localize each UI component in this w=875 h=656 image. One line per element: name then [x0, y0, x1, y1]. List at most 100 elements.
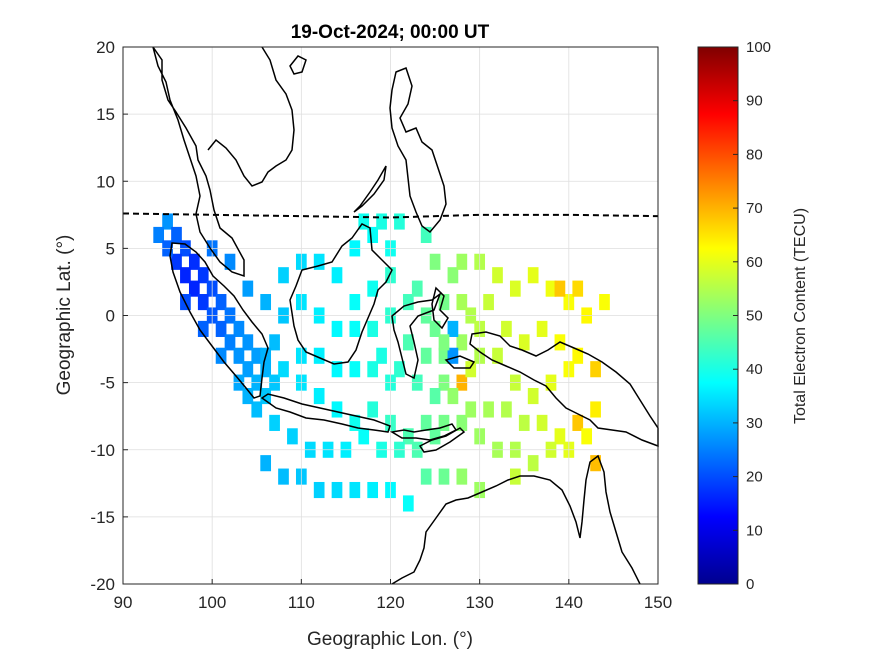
tec-cell	[313, 481, 325, 499]
tec-cell	[527, 267, 539, 284]
colorbar-tick-label: 60	[746, 254, 763, 271]
coastline-java	[260, 393, 391, 433]
tec-cell	[483, 294, 494, 311]
tec-cell	[215, 320, 227, 337]
tec-cell	[313, 253, 325, 270]
coastline-islet	[289, 55, 307, 75]
tec-cell	[420, 468, 432, 485]
y-tick-label: 5	[106, 239, 115, 258]
tec-cell	[501, 320, 512, 337]
tec-cell	[197, 320, 209, 337]
colorbar-tick-label: 10	[746, 522, 763, 539]
coastline-seram	[444, 355, 476, 369]
tec-cell	[278, 361, 289, 378]
tec-cell	[188, 280, 200, 297]
tec-cell	[518, 334, 530, 351]
x-tick-label: 110	[288, 593, 315, 612]
coastline-philippines	[389, 67, 447, 234]
coastline-sulawesi	[391, 291, 442, 380]
tec-cell	[233, 320, 245, 337]
tec-cell	[411, 280, 423, 297]
tec-cell	[572, 347, 584, 364]
colorbar-label: Total Electron Content (TECU)	[792, 208, 809, 424]
colorbar-tick-label: 0	[746, 576, 754, 593]
tec-cell	[527, 387, 539, 405]
coastline-borneo	[289, 223, 393, 365]
tec-cell	[518, 414, 530, 431]
tec-cell	[536, 414, 548, 431]
tec-cell	[171, 226, 182, 244]
tec-cell	[554, 280, 566, 297]
tec-cell	[349, 320, 361, 337]
tec-cell	[215, 347, 227, 364]
tec-cell	[313, 347, 325, 364]
tec-cell	[260, 294, 272, 311]
y-tick-labels: 20 15 10 5 0 -5 -10 -15 -20	[90, 38, 128, 594]
tec-cell	[438, 347, 450, 364]
tec-cell	[269, 414, 280, 431]
colorbar-tick-label: 40	[746, 361, 763, 378]
tec-cell	[456, 294, 468, 311]
tec-cell	[581, 428, 593, 445]
tec-cell	[331, 361, 343, 378]
colorbar-tick-label: 80	[746, 146, 763, 163]
tec-cell	[242, 361, 254, 378]
tec-cell	[313, 387, 325, 405]
tec-cell	[331, 481, 343, 499]
tec-cell	[429, 253, 441, 270]
tec-cell	[349, 414, 361, 431]
tec-cell	[456, 414, 468, 431]
coastline-australia	[391, 454, 641, 585]
y-tick-label: 10	[96, 172, 115, 191]
tec-cell	[465, 361, 477, 378]
tec-cell	[367, 226, 379, 244]
y-tick-label: 0	[106, 307, 115, 326]
colorbar-tick-label: 70	[746, 200, 763, 217]
tec-cell	[358, 428, 370, 445]
tec-cell	[447, 320, 459, 337]
y-tick-label: -20	[90, 575, 115, 594]
y-tick-label: -5	[100, 374, 115, 393]
coastline-halmahera	[431, 286, 449, 330]
tec-cell	[349, 361, 361, 378]
tec-cell	[394, 213, 405, 230]
y-tick-label: -10	[90, 441, 115, 460]
tec-cell	[331, 320, 343, 337]
colorbar-gradient	[697, 46, 739, 585]
tec-cell	[420, 414, 432, 431]
tec-cell	[367, 481, 379, 499]
y-tick-label: -15	[90, 508, 115, 527]
coastline-lesser-sunda	[389, 423, 458, 441]
colorbar-tick-label: 30	[746, 415, 763, 432]
y-tick-label: 20	[96, 38, 115, 57]
tec-cell	[233, 347, 245, 364]
tec-cell	[260, 361, 272, 378]
coastline-palawan	[353, 165, 387, 213]
tec-cell	[349, 294, 361, 311]
tec-cell	[572, 280, 584, 297]
tec-cell	[456, 334, 468, 351]
tec-cell	[420, 347, 432, 364]
tec-cell	[509, 468, 521, 485]
tec-cell	[197, 294, 209, 311]
tec-cell	[242, 334, 254, 351]
tec-cell	[447, 267, 459, 284]
tec-cell	[278, 468, 289, 485]
tec-cell	[590, 455, 601, 472]
tec-cell	[465, 401, 477, 418]
tec-cell	[171, 253, 182, 270]
coastline-indochina	[207, 46, 295, 187]
tec-cell	[215, 294, 227, 311]
tec-cell	[224, 334, 236, 351]
tec-cell	[509, 280, 521, 297]
coastline-timor	[418, 427, 466, 453]
x-tick-labels: 90 100 110 120 130 140 150	[114, 579, 672, 612]
tec-cell	[429, 428, 441, 445]
coastline-malay-peninsula	[152, 46, 245, 278]
y-tick-label: 15	[96, 105, 115, 124]
tec-cell	[492, 347, 503, 364]
tec-cell	[590, 401, 601, 418]
